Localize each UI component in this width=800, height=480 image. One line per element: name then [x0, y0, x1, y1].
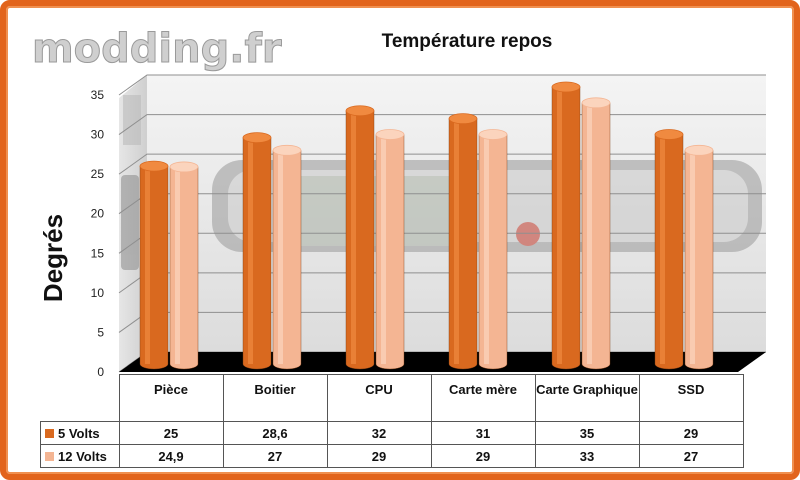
data-table: Pièce Boitier CPU Carte mère Carte Graph…	[40, 374, 744, 468]
table-cell-value: 32	[326, 421, 432, 445]
bar	[139, 160, 169, 370]
y-tick-label: 15	[91, 246, 105, 260]
bar	[169, 161, 199, 370]
bar-body	[375, 134, 405, 370]
bar-top	[272, 144, 302, 156]
category-label: Carte Graphique	[534, 374, 640, 422]
table-cell-value: 33	[534, 444, 640, 468]
series-name: 5 Volts	[58, 425, 100, 441]
y-tick-label: 35	[91, 88, 105, 102]
bar-highlight	[587, 102, 592, 364]
table-cell-value: 27	[222, 444, 328, 468]
bar-highlight	[454, 118, 459, 365]
bar-highlight	[557, 87, 562, 364]
table-cell-value: 27	[638, 444, 744, 468]
bar-body	[684, 150, 714, 370]
y-tick-label: 30	[91, 128, 105, 142]
category-label: SSD	[638, 374, 744, 422]
bar-body	[345, 110, 375, 370]
bar-top	[345, 105, 375, 117]
table-corner	[41, 375, 120, 422]
legend-series-12v: 12 Volts	[40, 444, 120, 468]
table-cell-value: 24,9	[118, 444, 224, 468]
bar-highlight	[278, 150, 283, 364]
bar-body	[242, 137, 272, 370]
table-cell-value: 31	[430, 421, 536, 445]
watermark-logo: modding.fr	[32, 26, 282, 72]
legend-swatch-12v	[45, 451, 54, 461]
bar-top	[684, 144, 714, 156]
y-tick-labels: 0 5 10 15 20 25 30 35	[91, 88, 105, 379]
bar-body	[581, 102, 611, 370]
y-tick-label: 5	[97, 325, 104, 339]
bar-top	[654, 129, 684, 140]
bar-top	[242, 132, 272, 144]
bar-top	[581, 97, 611, 109]
table-cell-value: 25	[118, 421, 224, 445]
legend-series-5v: 5 Volts	[40, 421, 120, 445]
bar-top	[169, 161, 199, 173]
bar-top	[139, 160, 169, 172]
bar-highlight	[248, 137, 253, 364]
table-cell-value: 29	[430, 444, 536, 468]
bar-highlight	[690, 150, 695, 364]
bars	[139, 81, 714, 370]
bar	[478, 129, 508, 370]
bar-highlight	[484, 134, 489, 364]
chart-title: Température repos	[382, 31, 553, 52]
bar	[375, 129, 405, 370]
table-cell-value: 29	[638, 421, 744, 445]
bar-highlight	[381, 134, 386, 364]
category-label: CPU	[326, 374, 432, 422]
bar-top	[448, 113, 478, 125]
bar-highlight	[145, 166, 150, 364]
table-cell-value: 28,6	[222, 421, 328, 445]
category-label: Boitier	[222, 374, 328, 422]
bar-body	[654, 134, 684, 370]
bar	[654, 129, 684, 370]
legend-swatch-5v	[45, 428, 54, 438]
bar-top	[478, 129, 508, 140]
bar-highlight	[660, 134, 665, 364]
bar-highlight	[351, 110, 356, 364]
bar	[581, 97, 611, 370]
gridline	[118, 74, 766, 96]
category-label: Pièce	[118, 374, 224, 422]
y-tick-label: 20	[91, 207, 105, 221]
bar-body	[169, 166, 199, 370]
bar	[551, 81, 581, 370]
y-tick-label: 10	[91, 286, 105, 300]
bar-body	[551, 86, 581, 370]
bar-highlight	[175, 166, 180, 364]
bar-body	[478, 134, 508, 370]
bar-top	[375, 129, 405, 140]
bar-top	[551, 81, 581, 93]
y-tick-label: 0	[97, 365, 104, 379]
y-axis-label: Degrés	[38, 214, 68, 302]
bar-body	[272, 150, 302, 370]
table-cell-value: 35	[534, 421, 640, 445]
bar	[272, 144, 302, 370]
y-tick-label: 25	[91, 167, 105, 181]
category-label: Carte mère	[430, 374, 536, 422]
bar-body	[448, 118, 478, 370]
bar	[684, 144, 714, 370]
series-name: 12 Volts	[58, 448, 107, 464]
bar	[242, 132, 272, 370]
bar-body	[139, 165, 169, 370]
bar	[345, 105, 375, 370]
table-cell-value: 29	[326, 444, 432, 468]
bar	[448, 113, 478, 370]
